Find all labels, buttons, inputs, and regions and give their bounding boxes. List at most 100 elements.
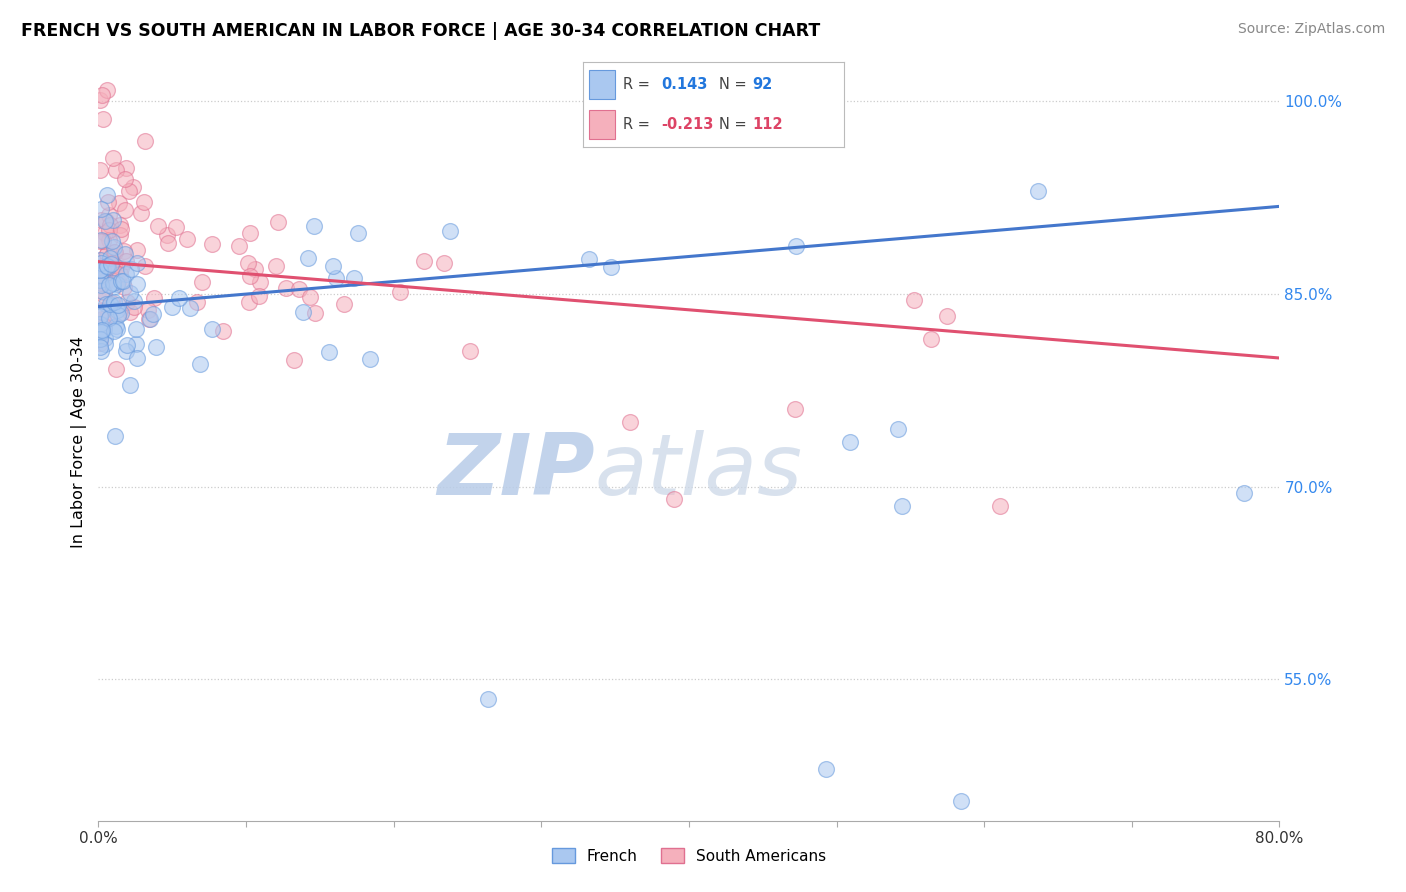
Point xyxy=(439,224,461,238)
Point xyxy=(101,152,124,166)
Point xyxy=(114,246,136,260)
Point xyxy=(333,297,356,311)
Point xyxy=(90,252,112,267)
Point xyxy=(935,310,957,324)
Point xyxy=(112,244,135,259)
Point xyxy=(169,291,191,305)
Point xyxy=(288,282,311,296)
Point xyxy=(93,262,115,277)
Point xyxy=(1233,486,1256,500)
Point xyxy=(97,278,120,293)
Point xyxy=(91,112,114,126)
Text: Source: ZipAtlas.com: Source: ZipAtlas.com xyxy=(1237,22,1385,37)
Point xyxy=(89,332,111,346)
Point xyxy=(94,260,117,274)
Point xyxy=(201,236,224,251)
Point xyxy=(97,310,120,325)
Point xyxy=(89,163,111,178)
Point xyxy=(101,299,124,313)
Text: N =: N = xyxy=(718,77,751,92)
Point xyxy=(118,377,141,392)
Text: atlas: atlas xyxy=(595,430,803,514)
Point xyxy=(90,326,112,340)
Point xyxy=(101,280,124,294)
Point xyxy=(90,303,112,318)
Point xyxy=(578,252,600,267)
Bar xyxy=(589,110,614,139)
Point xyxy=(121,179,143,194)
Point xyxy=(662,492,685,507)
Point xyxy=(98,259,121,273)
Point xyxy=(103,295,125,310)
Point xyxy=(127,351,149,365)
Point xyxy=(283,353,305,368)
Point xyxy=(94,214,117,228)
Point xyxy=(124,300,146,314)
Point xyxy=(322,259,344,273)
Point xyxy=(191,275,214,289)
Point xyxy=(108,267,131,281)
Point xyxy=(94,227,117,241)
Point xyxy=(460,343,482,358)
Point xyxy=(105,277,128,291)
Legend: French, South Americans: French, South Americans xyxy=(546,842,832,870)
Point xyxy=(101,234,124,248)
Point xyxy=(93,331,115,345)
Point xyxy=(988,499,1011,513)
Point xyxy=(101,248,124,262)
Point xyxy=(103,324,125,338)
Point xyxy=(90,274,112,288)
Point xyxy=(107,275,129,289)
Point xyxy=(127,277,149,291)
Point xyxy=(101,213,124,227)
Text: FRENCH VS SOUTH AMERICAN IN LABOR FORCE | AGE 30-34 CORRELATION CHART: FRENCH VS SOUTH AMERICAN IN LABOR FORCE … xyxy=(21,22,820,40)
Point xyxy=(103,245,125,260)
Point xyxy=(228,238,250,252)
Point xyxy=(90,88,112,103)
Point xyxy=(238,256,260,270)
Point xyxy=(91,305,114,319)
Point xyxy=(783,402,806,417)
Point xyxy=(96,247,118,261)
Point xyxy=(291,304,314,318)
Point xyxy=(302,219,325,234)
Point xyxy=(903,293,925,307)
Bar xyxy=(589,70,614,99)
Point xyxy=(90,213,112,227)
Point xyxy=(325,271,347,285)
Point xyxy=(111,274,134,288)
Point xyxy=(89,332,111,346)
Point xyxy=(94,260,117,274)
Point xyxy=(90,202,112,216)
Point xyxy=(304,306,326,320)
Point xyxy=(264,259,287,273)
Point xyxy=(98,209,121,223)
Point xyxy=(97,260,120,274)
Point xyxy=(112,280,135,294)
Text: N =: N = xyxy=(718,117,751,132)
Point xyxy=(89,335,111,350)
Point xyxy=(110,260,132,275)
Y-axis label: In Labor Force | Age 30-34: In Labor Force | Age 30-34 xyxy=(72,335,87,548)
Point xyxy=(93,336,115,351)
Text: ZIP: ZIP xyxy=(437,430,595,514)
Point xyxy=(110,274,132,288)
Point xyxy=(238,295,260,310)
Point xyxy=(90,277,112,292)
Point xyxy=(132,195,155,210)
Point xyxy=(433,255,456,269)
Point xyxy=(359,352,381,367)
Point xyxy=(89,263,111,277)
Point xyxy=(89,252,111,267)
Point xyxy=(90,322,112,336)
Point xyxy=(125,322,148,336)
Point xyxy=(108,218,131,232)
Point xyxy=(94,273,117,287)
Point xyxy=(100,261,122,276)
Point xyxy=(114,172,136,186)
Point xyxy=(89,310,111,324)
Point xyxy=(89,340,111,354)
Point xyxy=(98,223,121,237)
Point xyxy=(89,268,111,283)
Point xyxy=(114,268,136,282)
